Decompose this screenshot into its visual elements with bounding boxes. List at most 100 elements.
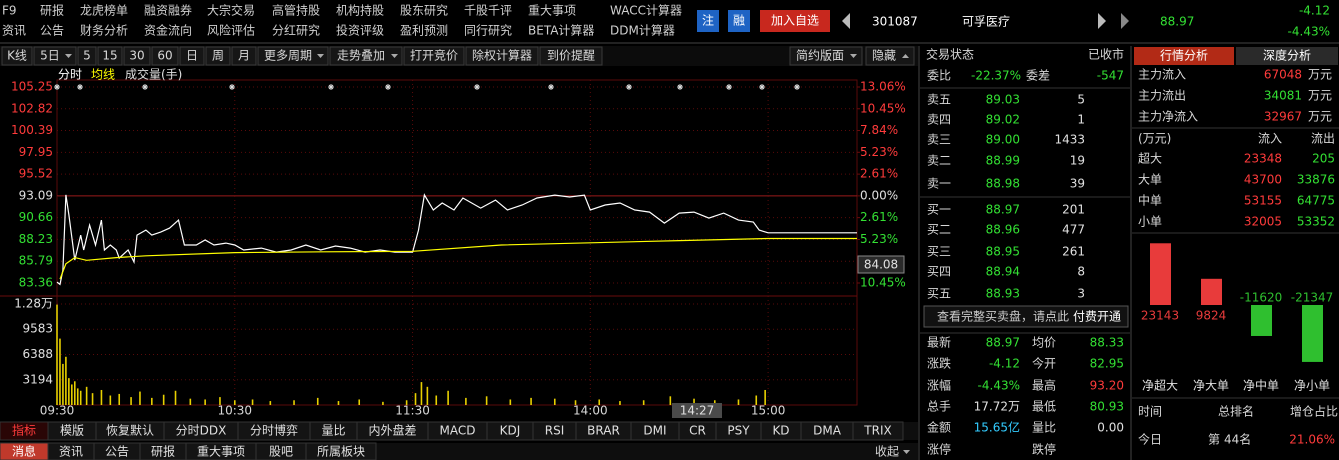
y-tick-label: 97.95 <box>19 145 53 159</box>
menu-item[interactable]: 资金流向 <box>144 23 192 38</box>
info-tab[interactable]: 消息 <box>12 444 36 459</box>
flow-value-label: -21347 <box>1291 291 1334 305</box>
menu-item[interactable]: 龙虎榜单 <box>80 3 128 18</box>
info-tab[interactable]: 所属板块 <box>317 445 365 459</box>
volume-bar <box>118 393 121 405</box>
toolbar-button <box>205 46 231 66</box>
volume-bar <box>316 397 319 405</box>
menu-item[interactable]: 大宗交易 <box>207 3 255 18</box>
collapse-button[interactable]: 收起 <box>875 445 899 459</box>
info-tab[interactable]: 重大事项 <box>197 445 245 459</box>
toolbar-button-text[interactable]: 打开竞价 <box>410 49 458 63</box>
volume-bar <box>71 384 73 405</box>
menu-item[interactable]: 公告 <box>40 24 64 38</box>
indicator-tab[interactable]: 分时博弈 <box>250 423 298 438</box>
info-tab[interactable]: 公告 <box>105 445 129 459</box>
toolbar-button <box>403 46 465 66</box>
toolbar-button-text[interactable]: 隐藏 <box>872 49 896 63</box>
info-tab[interactable]: 股吧 <box>269 445 293 459</box>
indicator-tab[interactable]: DMA <box>813 424 842 438</box>
label: 最高 <box>1032 378 1056 393</box>
menu-item[interactable]: WACC计算器 <box>610 3 682 18</box>
toolbar-button-text[interactable]: 到价提醒 <box>547 48 595 63</box>
menu-item[interactable]: 机构持股 <box>336 3 384 18</box>
toolbar-button-text[interactable]: 5日 <box>40 49 60 63</box>
label: 34081 <box>1264 89 1302 103</box>
label: 万元 <box>1308 68 1332 82</box>
x-tick-label: 14:00 <box>573 404 608 418</box>
indicator-tab[interactable]: 模版 <box>60 424 84 438</box>
toolbar-button-text[interactable]: K线 <box>7 49 27 63</box>
menu-item[interactable]: 风险评估 <box>207 23 255 38</box>
news-marker <box>229 84 235 90</box>
indicator-tab[interactable]: TRIX <box>863 424 891 438</box>
label: 53352 <box>1297 215 1335 229</box>
menu-item[interactable]: 分红研究 <box>272 23 320 38</box>
order-price: 89.00 <box>986 133 1020 147</box>
info-tab[interactable]: 研报 <box>151 444 175 459</box>
indicator-tab[interactable]: RSI <box>545 424 565 438</box>
toolbar-button-text[interactable]: 5 <box>83 49 91 63</box>
indicator-tab[interactable]: KDJ <box>500 424 521 438</box>
indicator-tab[interactable]: 内外盘差 <box>368 423 416 438</box>
panel-tab-text[interactable]: 深度分析 <box>1263 48 1311 63</box>
indicator-tab[interactable]: PSY <box>727 424 750 438</box>
menu-item[interactable]: 研报 <box>40 3 64 18</box>
toolbar-button-text[interactable]: 30 <box>129 49 144 63</box>
x-tick-label: 15:00 <box>751 404 786 418</box>
menu-item[interactable]: 盈利预测 <box>400 24 448 38</box>
label: 93.20 <box>1090 379 1124 393</box>
indicator-tab[interactable]: 量比 <box>321 424 345 438</box>
menu-item[interactable]: DDM计算器 <box>610 23 675 38</box>
badge-text[interactable]: 融 <box>733 14 745 28</box>
y-tick-label: 83.36 <box>19 276 53 290</box>
menu-item[interactable]: 股东研究 <box>400 3 448 18</box>
menu-item[interactable]: 资讯 <box>2 24 26 38</box>
panel-tab-text[interactable]: 行情分析 <box>1160 49 1208 63</box>
toolbar-button-text[interactable]: 除权计算器 <box>472 48 532 63</box>
toolbar-button-text[interactable]: 走势叠加 <box>337 49 385 63</box>
watch-button-text[interactable]: 加入自选 <box>771 14 819 28</box>
toolbar-button-text[interactable]: 15 <box>102 49 117 63</box>
volume-bar <box>109 395 112 405</box>
flow-value-label: -11620 <box>1240 291 1283 305</box>
toolbar-button-text[interactable]: 更多周期 <box>264 49 312 63</box>
notice-link[interactable]: 付费开通 <box>1073 310 1121 324</box>
volume-bar <box>79 390 82 405</box>
info-tab[interactable]: 资讯 <box>59 445 83 459</box>
indicator-tab[interactable]: BRAR <box>587 424 620 438</box>
flow-category-label: 净超大 <box>1142 378 1178 393</box>
volume-bar <box>59 338 61 405</box>
menu-item[interactable]: 财务分析 <box>80 23 128 38</box>
indicator-tab[interactable]: DMI <box>643 424 666 438</box>
menu-item[interactable]: 高管持股 <box>272 3 320 18</box>
menu-item[interactable]: 同行研究 <box>464 23 512 38</box>
flow-category-label: 净小单 <box>1294 379 1330 393</box>
order-price: 88.96 <box>986 223 1020 237</box>
toolbar-button-text[interactable]: 60 <box>157 49 172 63</box>
indicator-tab[interactable]: MACD <box>440 424 476 438</box>
menu-item[interactable]: F9 <box>2 4 17 18</box>
label: 64775 <box>1297 194 1335 208</box>
volume-bar <box>530 397 532 405</box>
toolbar-button-text[interactable]: 周 <box>212 49 224 63</box>
indicator-tab[interactable]: CR <box>689 424 706 438</box>
badge-text[interactable]: 注 <box>702 13 714 28</box>
order-price: 88.97 <box>986 203 1020 217</box>
menu-item[interactable]: 重大事项 <box>528 4 576 18</box>
tab <box>305 442 377 460</box>
indicator-tab[interactable]: 分时DDX <box>176 424 227 438</box>
indicator-tab[interactable]: KD <box>772 424 789 438</box>
menu-item[interactable]: 投资评级 <box>336 23 384 38</box>
x-tick-label: 10:30 <box>217 404 252 418</box>
toolbar-button-text[interactable]: 月 <box>238 49 250 63</box>
y-tick-label: 105.25 <box>11 80 53 94</box>
label: 32005 <box>1244 215 1282 229</box>
menu-item[interactable]: 融资融券 <box>144 3 192 18</box>
indicator-tab[interactable]: 恢复默认 <box>106 423 154 438</box>
indicator-tab[interactable]: 指标 <box>12 423 36 438</box>
toolbar-button-text[interactable]: 简约版面 <box>796 48 844 63</box>
menu-item[interactable]: BETA计算器 <box>528 23 594 38</box>
toolbar-button-text[interactable]: 日 <box>186 49 198 63</box>
menu-item[interactable]: 千股千评 <box>464 4 512 18</box>
